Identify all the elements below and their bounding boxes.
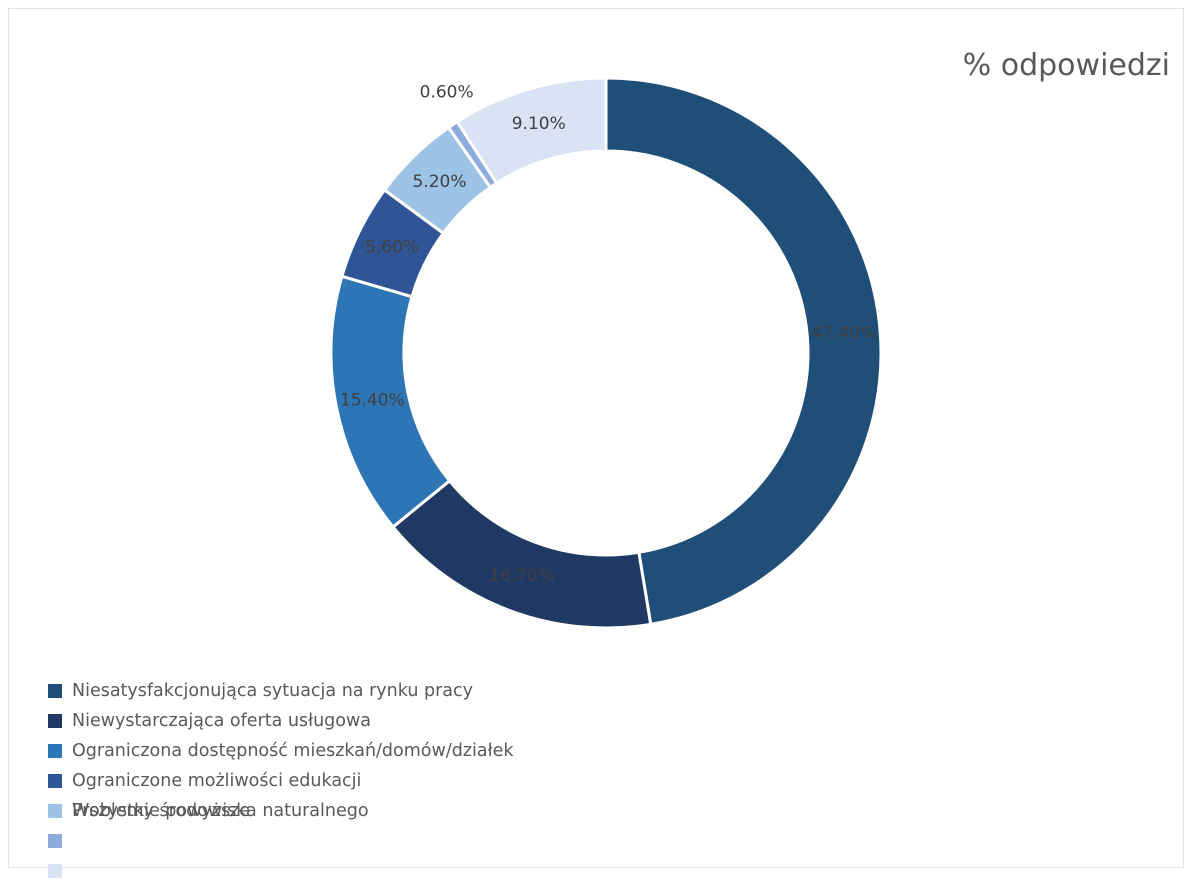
legend-swatch-3 — [48, 774, 62, 788]
legend-swatch-overlap — [48, 804, 62, 818]
data-label-6: 9.10% — [512, 114, 566, 134]
chart-title: % odpowiedzi — [962, 48, 1170, 83]
doughnut-slice-0 — [604, 76, 883, 627]
data-label-1: 16.70% — [489, 566, 554, 586]
data-label-3: 5.60% — [365, 237, 419, 257]
legend-label-1: Niewystarczająca oferta usługowa — [72, 711, 372, 731]
legend-swatch-0 — [48, 684, 62, 698]
legend-label-3: Ograniczone możliwości edukacji — [72, 771, 362, 791]
legend-swatch-5 — [48, 834, 62, 848]
legend-item-overlap: Wszystkie powyższe — [48, 796, 513, 826]
data-label-0: 47.40% — [811, 324, 876, 344]
legend-label-2: Ograniczona dostępność mieszkań/domów/dz… — [72, 741, 514, 761]
data-label-5: 0.60% — [420, 82, 474, 102]
legend-swatch-2 — [48, 744, 62, 758]
legend-label-4: Problemy środowiska naturalnego — [72, 801, 369, 821]
chart-legend: Niesatysfakcjonująca sytuacja na rynku p… — [48, 676, 513, 886]
legend-item-3: Ograniczone możliwości edukacji — [48, 766, 513, 796]
doughnut-slice-6 — [455, 76, 608, 186]
legend-item-2: Ograniczona dostępność mieszkań/domów/dz… — [48, 736, 513, 766]
legend-item-0: Niesatysfakcjonująca sytuacja na rynku p… — [48, 676, 513, 706]
legend-item-5 — [48, 826, 513, 856]
data-label-2: 15.40% — [340, 391, 405, 411]
legend-swatch-1 — [48, 714, 62, 728]
legend-swatch-6 — [48, 864, 62, 878]
legend-label-overlap: Wszystkie powyższe — [72, 801, 251, 821]
doughnut-slice-1 — [390, 478, 653, 630]
doughnut-chart: 47.40% 16.70% 15.40% 5.60% 5.20% 0.60% 9.10% — [329, 76, 883, 630]
legend-label-0: Niesatysfakcjonująca sytuacja na rynku p… — [72, 681, 473, 701]
legend-item-1: Niewystarczająca oferta usługowa — [48, 706, 513, 736]
data-label-4: 5.20% — [412, 172, 466, 192]
